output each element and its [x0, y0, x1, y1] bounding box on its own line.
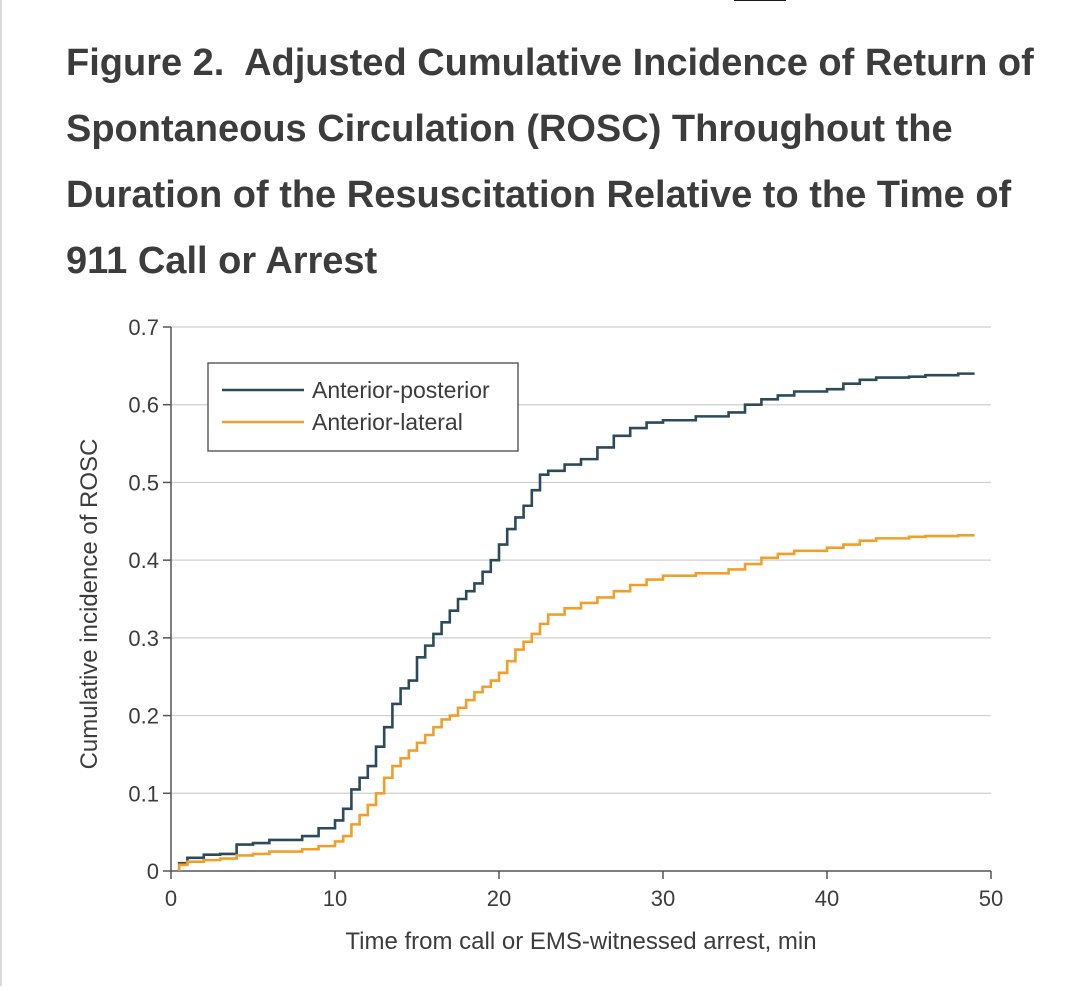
y-tick-label: 0.1 [128, 781, 159, 806]
legend-layer: Anterior-posterior Anterior-lateral [207, 362, 519, 452]
y-tick-label: 0.6 [128, 393, 159, 418]
y-tick-label: 0.5 [128, 470, 159, 495]
y-tick-label: 0.4 [128, 548, 159, 573]
figure-caption: Adjusted Cumulative Incidence of Return … [66, 42, 1034, 282]
figure-label: Figure 2. [66, 42, 225, 84]
legend-box [207, 362, 519, 452]
y-tick-label: 0.2 [128, 704, 159, 729]
x-tick-label: 30 [651, 886, 675, 911]
series-layer [177, 372, 975, 871]
y-tick-label: 0.7 [128, 315, 159, 340]
legend-label-1: Anterior-lateral [312, 409, 463, 435]
y-tick-label: 0 [147, 859, 159, 884]
x-tick-label: 50 [979, 886, 1003, 911]
legend-label-0: Anterior-posterior [312, 377, 490, 403]
figure-title: Figure 2. Adjusted Cumulative Incidence … [66, 30, 1046, 294]
x-tick-label: 10 [323, 886, 347, 911]
x-axis-label: Time from call or EMS-witnessed arrest, … [345, 928, 816, 955]
series-line-1 [177, 533, 975, 871]
axis-layer: 0 0.1 0.2 0.3 0.4 0.5 0.6 0.7 0 10 20 30 40 50 [128, 315, 1003, 911]
top-toolbar-fragment [700, 0, 1080, 4]
page-left-border [0, 0, 2, 986]
x-tick-label: 20 [487, 886, 511, 911]
series-line-0 [177, 372, 975, 871]
x-tick-label: 40 [815, 886, 839, 911]
label-layer: Time from call or EMS-witnessed arrest, … [76, 439, 817, 955]
toolbar-square-icon[interactable] [734, 0, 786, 1]
y-tick-label: 0.3 [128, 626, 159, 651]
y-axis-label: Cumulative incidence of ROSC [76, 439, 103, 770]
x-tick-label: 0 [165, 886, 177, 911]
